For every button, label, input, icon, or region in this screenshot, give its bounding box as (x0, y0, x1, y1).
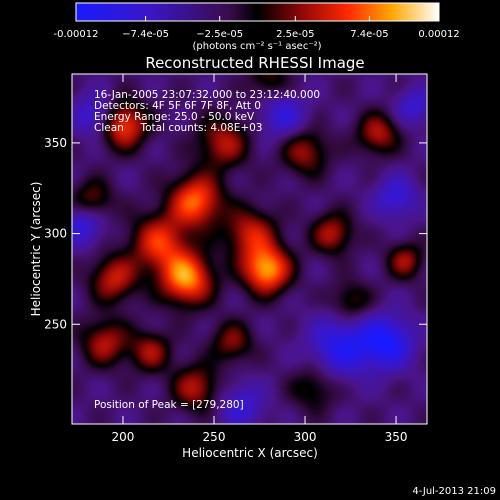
x-tick-label-1: 250 (203, 430, 226, 444)
colorbar-tick-label-5: 0.00012 (418, 29, 459, 40)
colorbar-tick-label-1: −7.4e-05 (122, 29, 169, 40)
x-tick-label-3: 350 (385, 430, 408, 444)
colorbar-strip (75, 2, 440, 22)
x-axis-ticks: 200 250 300 350 (112, 74, 408, 444)
annotation-time-range: 16-Jan-2005 23:07:32.000 to 23:12:40.000 (94, 89, 320, 101)
colorbar-tick-label-0: -0.00012 (54, 29, 99, 40)
y-tick-label-1: 300 (44, 227, 67, 241)
x-tick-label-2: 300 (294, 430, 317, 444)
chart-title: Reconstructed RHESSI Image (145, 54, 364, 72)
heatmap-plot (71, 73, 428, 425)
annotation-energy-range: Energy Range: 25.0 - 50.0 keV (94, 111, 255, 123)
colorbar-ticks: -0.00012 −7.4e-05 −2.5e-05 2.5e-05 7.4e-05 0.… (54, 16, 460, 40)
annotation-clean-counts: Clean Total counts: 4.08E+03 (94, 122, 263, 134)
annotation-detectors: Detectors: 4F 5F 6F 7F 8F, Att 0 (94, 100, 261, 112)
peak-position-label: Position of Peak = [279,280] (94, 399, 244, 411)
x-tick-label-0: 200 (112, 430, 135, 444)
plot-frame (71, 73, 428, 425)
colorbar-tick-label-3: 2.5e-05 (276, 29, 314, 40)
colorbar-tick-label-2: −2.5e-05 (196, 29, 243, 40)
heatmap-image (72, 74, 427, 424)
y-axis-ticks: 250 300 350 (44, 136, 427, 331)
colorbar: -0.00012 −7.4e-05 −2.5e-05 2.5e-05 7.4e-05 0.… (54, 2, 460, 52)
y-tick-label-2: 350 (44, 136, 67, 150)
colorbar-unit-label: (photons cm⁻² s⁻¹ asec⁻²) (192, 41, 321, 52)
y-tick-label-0: 250 (44, 317, 67, 331)
colorbar-tick-label-4: 7.4e-05 (350, 29, 388, 40)
x-axis-label: Heliocentric X (arcsec) (182, 446, 318, 460)
y-axis-label: Heliocentric Y (arcsec) (29, 182, 43, 317)
footer-timestamp: 4-Jul-2013 21:09 (412, 486, 496, 497)
annotation-block: 16-Jan-2005 23:07:32.000 to 23:12:40.000… (94, 89, 320, 134)
